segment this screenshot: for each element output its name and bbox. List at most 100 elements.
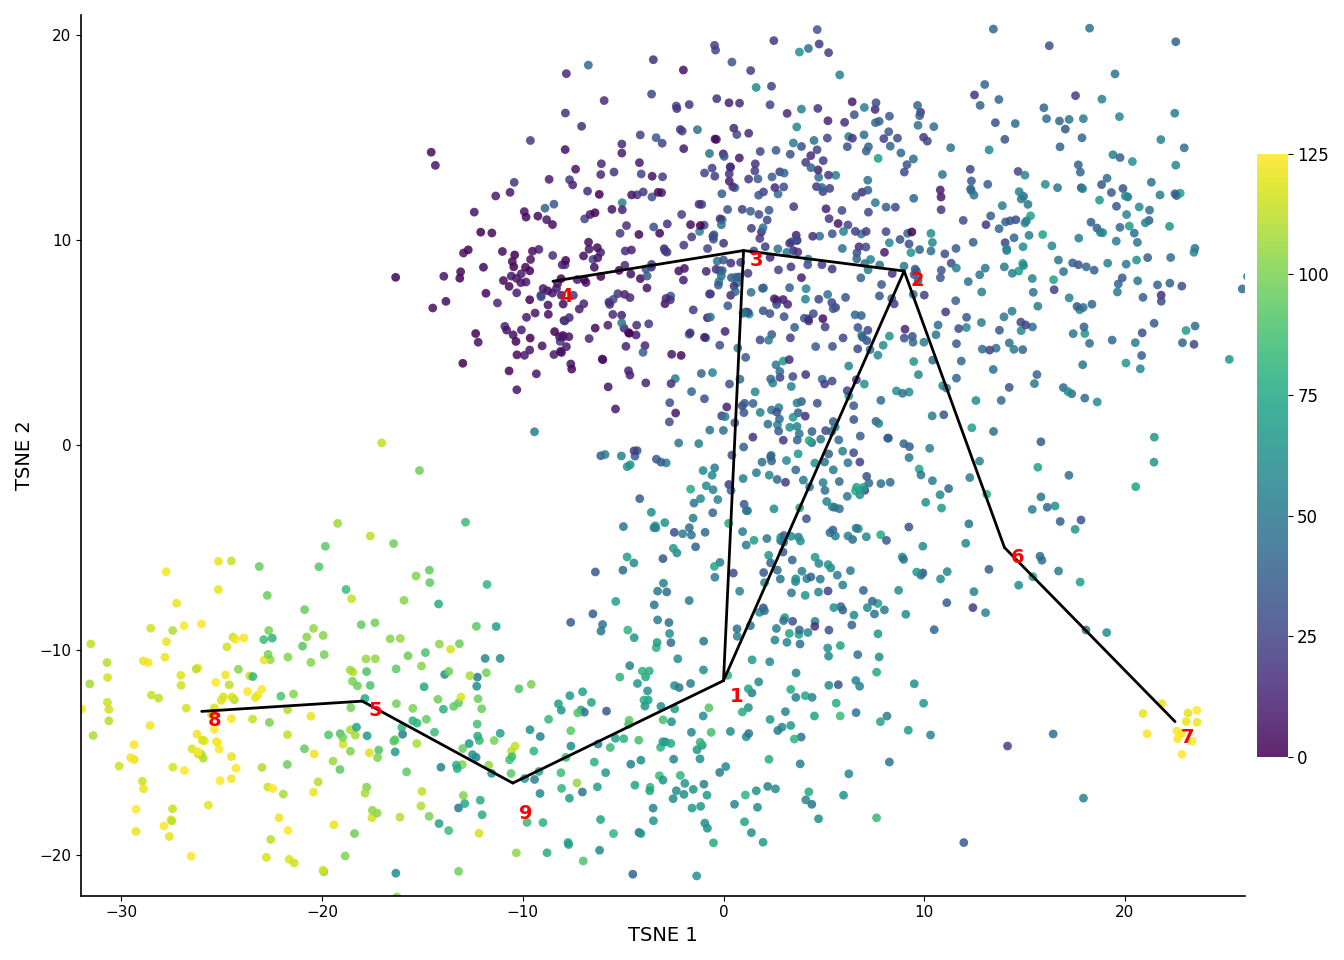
Point <box>1074 320 1095 335</box>
Point <box>341 674 363 689</box>
Point <box>446 761 468 777</box>
Point <box>841 94 863 109</box>
Point <box>782 613 804 629</box>
Point <box>531 289 552 304</box>
Point <box>664 525 685 540</box>
Point <box>668 435 689 450</box>
Point <box>511 266 532 281</box>
Point <box>1073 300 1094 315</box>
Point <box>1137 250 1159 265</box>
Point <box>210 773 231 788</box>
Point <box>731 398 753 414</box>
Point <box>668 263 689 278</box>
Point <box>956 310 977 325</box>
Point <box>991 393 1012 408</box>
Point <box>773 535 794 550</box>
Point <box>468 826 489 841</box>
Point <box>282 686 304 702</box>
Point <box>876 430 898 445</box>
Point <box>931 167 953 182</box>
Point <box>700 725 722 740</box>
Point <box>98 702 120 717</box>
Point <box>546 280 567 296</box>
Point <box>804 618 825 634</box>
Point <box>155 650 176 665</box>
Point <box>758 332 780 348</box>
Point <box>554 313 575 328</box>
Point <box>695 264 716 279</box>
Point <box>544 324 566 339</box>
Point <box>780 330 801 346</box>
Point <box>165 595 187 611</box>
Point <box>704 569 726 585</box>
Point <box>519 263 540 278</box>
Point <box>859 475 880 491</box>
Point <box>300 708 321 724</box>
Point <box>554 313 575 328</box>
Point <box>1027 367 1048 382</box>
Point <box>1067 157 1089 173</box>
Point <box>249 559 270 574</box>
Point <box>738 306 759 322</box>
Point <box>355 651 376 666</box>
Point <box>843 398 864 414</box>
Point <box>360 528 382 543</box>
Point <box>685 868 707 883</box>
Point <box>745 156 766 172</box>
Point <box>761 326 782 342</box>
Point <box>1296 296 1317 311</box>
Point <box>159 828 180 844</box>
Point <box>789 756 810 772</box>
Point <box>1126 234 1148 250</box>
Point <box>215 667 237 683</box>
Point <box>539 172 560 187</box>
Point <box>585 564 606 580</box>
Point <box>1048 252 1070 268</box>
Point <box>345 720 367 735</box>
Point <box>907 98 929 113</box>
Point <box>780 420 801 435</box>
Point <box>538 711 559 727</box>
Point <box>810 431 832 446</box>
Point <box>691 737 712 753</box>
Point <box>1150 132 1172 147</box>
Point <box>790 730 812 745</box>
Point <box>773 528 794 543</box>
Point <box>612 307 633 323</box>
Point <box>730 372 751 387</box>
Point <box>585 321 606 336</box>
Point <box>450 264 472 279</box>
Point <box>206 675 227 690</box>
Point <box>801 435 823 450</box>
Point <box>903 676 925 691</box>
Point <box>1175 323 1196 338</box>
Point <box>769 164 790 180</box>
Point <box>734 405 755 420</box>
Point <box>538 306 559 322</box>
Point <box>233 630 254 645</box>
Point <box>597 318 618 333</box>
Point <box>519 330 540 346</box>
Point <box>559 310 581 325</box>
Point <box>707 277 728 293</box>
Point <box>788 529 809 544</box>
Point <box>673 261 695 276</box>
Point <box>429 816 450 831</box>
Point <box>720 159 742 175</box>
Point <box>808 36 829 52</box>
Point <box>671 348 692 363</box>
Point <box>845 483 867 498</box>
Point <box>652 135 673 151</box>
Point <box>876 533 898 548</box>
Point <box>993 259 1015 275</box>
Point <box>785 665 806 681</box>
Point <box>812 311 833 326</box>
Point <box>1073 111 1094 127</box>
Point <box>161 801 183 816</box>
Point <box>765 633 786 648</box>
Point <box>191 747 212 762</box>
Point <box>831 599 852 614</box>
Point <box>1129 200 1150 215</box>
Point <box>747 187 769 203</box>
Point <box>766 417 788 432</box>
